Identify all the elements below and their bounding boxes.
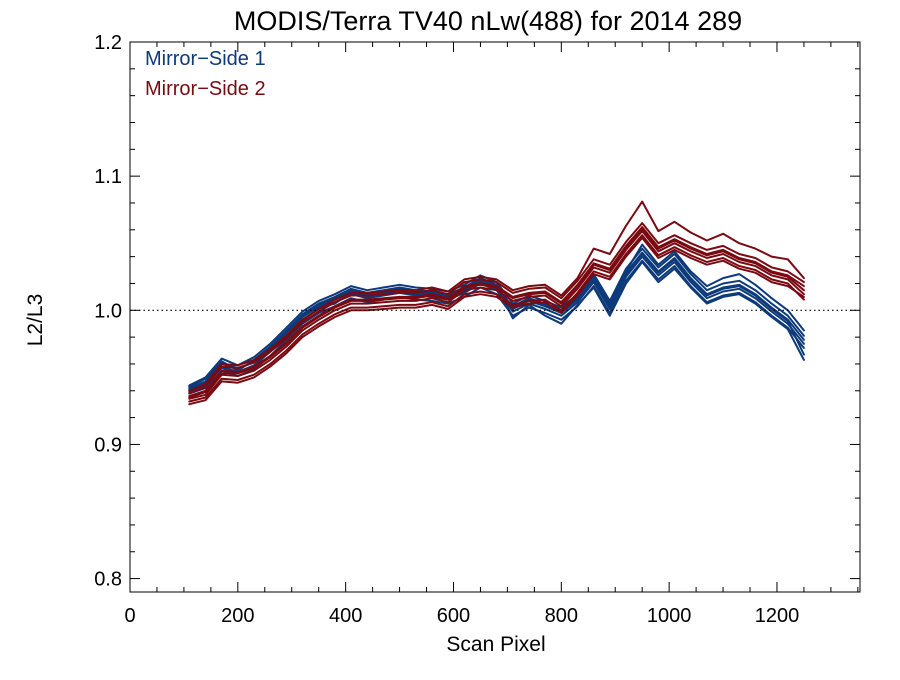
x-tick-label: 0 xyxy=(124,605,135,627)
mirror-side-1-line xyxy=(188,259,805,395)
mirror-side-1-line xyxy=(188,253,805,391)
mirror-side-2-line xyxy=(188,234,805,403)
plot-frame xyxy=(129,41,861,593)
plot-lines xyxy=(188,200,805,406)
x-tick-label: 400 xyxy=(329,605,362,627)
y-tick-label: 1.1 xyxy=(94,166,122,188)
x-tick-label: 1000 xyxy=(647,605,692,627)
x-tick-label: 1200 xyxy=(755,605,800,627)
mirror-side-1-line xyxy=(188,251,805,390)
y-axis-label: L2/L3 xyxy=(24,294,47,347)
x-tick-label: 800 xyxy=(545,605,578,627)
legend-entry-mirror-side-2: Mirror−Side 2 xyxy=(145,78,266,100)
legend-entry-mirror-side-1: Mirror−Side 1 xyxy=(145,48,266,70)
y-tick-label: 0.8 xyxy=(94,569,122,591)
mirror-side-1-line xyxy=(188,243,805,394)
mirror-side-1-line xyxy=(188,261,805,388)
y-tick-label: 1.2 xyxy=(94,32,122,54)
x-axis-label: Scan Pixel xyxy=(446,633,545,656)
x-tick-label: 600 xyxy=(437,605,470,627)
y-tick-label: 1.0 xyxy=(94,300,122,322)
mirror-side-1-line xyxy=(188,247,805,387)
mirror-side-2-line xyxy=(188,236,805,406)
mirror-side-1-line xyxy=(188,255,805,392)
mirror-side-2-line xyxy=(188,230,805,400)
x-tick-label: 200 xyxy=(221,605,254,627)
axis-ticks: 0 200 400 600 800 1000 1200 0.8 0.9 1.0 1.1 1.2 xyxy=(94,32,860,627)
mirror-side-2-line xyxy=(188,222,805,395)
y-tick-label: 0.9 xyxy=(94,434,122,456)
mirror-side-2-line xyxy=(188,227,805,399)
mirror-side-2-line xyxy=(188,226,805,398)
mirror-side-2-line xyxy=(188,200,805,392)
chart-title: MODIS/Terra TV40 nLw(488) for 2014 289 xyxy=(234,6,742,36)
